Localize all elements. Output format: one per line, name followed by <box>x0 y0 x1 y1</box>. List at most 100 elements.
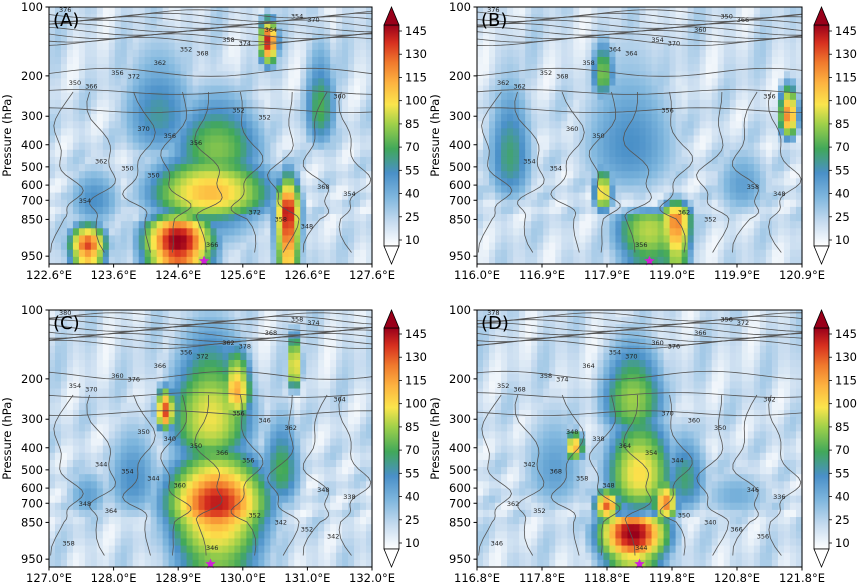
heat-cell <box>549 71 556 79</box>
heat-cell <box>555 228 562 237</box>
heat-cell <box>174 178 182 187</box>
heat-cell <box>216 156 224 165</box>
heat-cell <box>483 35 490 44</box>
heat-cell <box>525 99 532 108</box>
heat-cell <box>645 7 653 15</box>
heat-cell <box>543 42 550 51</box>
heat-cell <box>693 92 701 101</box>
heat-cell <box>669 49 677 58</box>
heat-cell <box>687 135 695 144</box>
heat-cell <box>54 106 62 115</box>
heat-cell <box>513 135 520 144</box>
heat-cell <box>597 78 604 87</box>
heat-cell <box>789 242 797 251</box>
heat-cell <box>240 35 247 44</box>
heat-cell <box>699 192 707 201</box>
heat-cell <box>609 56 617 65</box>
heat-cell <box>102 149 110 158</box>
heat-cell <box>270 42 277 51</box>
heat-cell <box>186 42 194 51</box>
heat-cell <box>276 35 283 44</box>
heat-cell <box>513 171 520 179</box>
heat-cell <box>102 206 110 215</box>
heat-cell <box>573 192 580 201</box>
heat-cell <box>204 64 212 72</box>
heat-cell <box>180 206 188 215</box>
heat-cell <box>603 28 611 37</box>
heat-cell <box>591 78 598 87</box>
heat-cell <box>264 317 271 325</box>
heat-cell <box>318 49 325 58</box>
heat-cell <box>54 7 62 15</box>
heat-cell <box>483 242 490 251</box>
heat-cell <box>549 7 556 15</box>
heat-cell <box>717 185 725 194</box>
heat-cell <box>771 256 779 265</box>
heat-cell <box>366 21 373 30</box>
heat-cell <box>54 395 62 404</box>
heat-cell <box>633 78 641 87</box>
heat-cell <box>54 381 62 390</box>
heat-cell <box>246 395 253 404</box>
heat-cell <box>228 331 236 340</box>
heat-cell <box>270 192 277 201</box>
heat-cell <box>126 345 134 354</box>
heat-cell <box>258 128 265 137</box>
heat-cell <box>144 235 152 244</box>
heat-cell <box>222 171 230 179</box>
heat-cell <box>360 235 367 244</box>
heat-cell <box>531 235 538 244</box>
heat-cell <box>90 164 98 172</box>
heat-cell <box>246 149 253 158</box>
heat-cell <box>306 214 313 222</box>
heat-cell <box>216 352 224 361</box>
heat-cell <box>240 228 247 237</box>
contour-line <box>514 91 545 253</box>
heat-cell <box>555 99 562 108</box>
heat-cell <box>675 156 683 165</box>
heat-cell <box>276 178 283 187</box>
heat-cell <box>669 142 677 151</box>
heat-cell <box>771 14 779 22</box>
heat-cell <box>138 324 146 333</box>
heat-cell <box>489 206 496 215</box>
heat-cell <box>513 242 520 251</box>
heat-cell <box>348 214 355 222</box>
heat-cell <box>204 331 212 340</box>
heat-cell <box>174 242 182 251</box>
heat-cell <box>228 114 236 122</box>
heat-cell <box>525 249 532 258</box>
heat-cell <box>609 192 617 201</box>
heat-cell <box>84 164 92 172</box>
heat-cell <box>174 345 182 354</box>
heat-cell <box>240 7 247 15</box>
heat-cell <box>270 135 277 144</box>
heat-cell <box>537 21 544 30</box>
heat-cell <box>60 164 68 172</box>
heat-cell <box>324 388 331 397</box>
heat-cell <box>132 402 140 411</box>
heat-cell <box>795 7 803 15</box>
heat-cell <box>591 242 598 251</box>
heat-cell <box>78 374 86 382</box>
heat-cell <box>705 35 713 44</box>
heat-cell <box>525 35 532 44</box>
heat-cell <box>210 395 218 404</box>
heat-cell <box>174 99 182 108</box>
heat-cell <box>246 381 253 390</box>
heat-cell <box>72 164 80 172</box>
heat-cell <box>246 121 253 129</box>
heat-cell <box>489 114 496 122</box>
heat-cell <box>639 206 647 215</box>
heat-cell <box>354 49 361 58</box>
heat-cell <box>90 99 98 108</box>
heat-cell <box>783 64 791 72</box>
heat-cell <box>210 21 218 30</box>
heat-cell <box>138 235 146 244</box>
heat-cell <box>306 149 313 158</box>
heat-cell <box>144 206 152 215</box>
heat-cell <box>270 56 277 65</box>
heat-cell <box>192 78 200 87</box>
heat-cell <box>168 85 176 94</box>
heat-cell <box>204 367 212 375</box>
